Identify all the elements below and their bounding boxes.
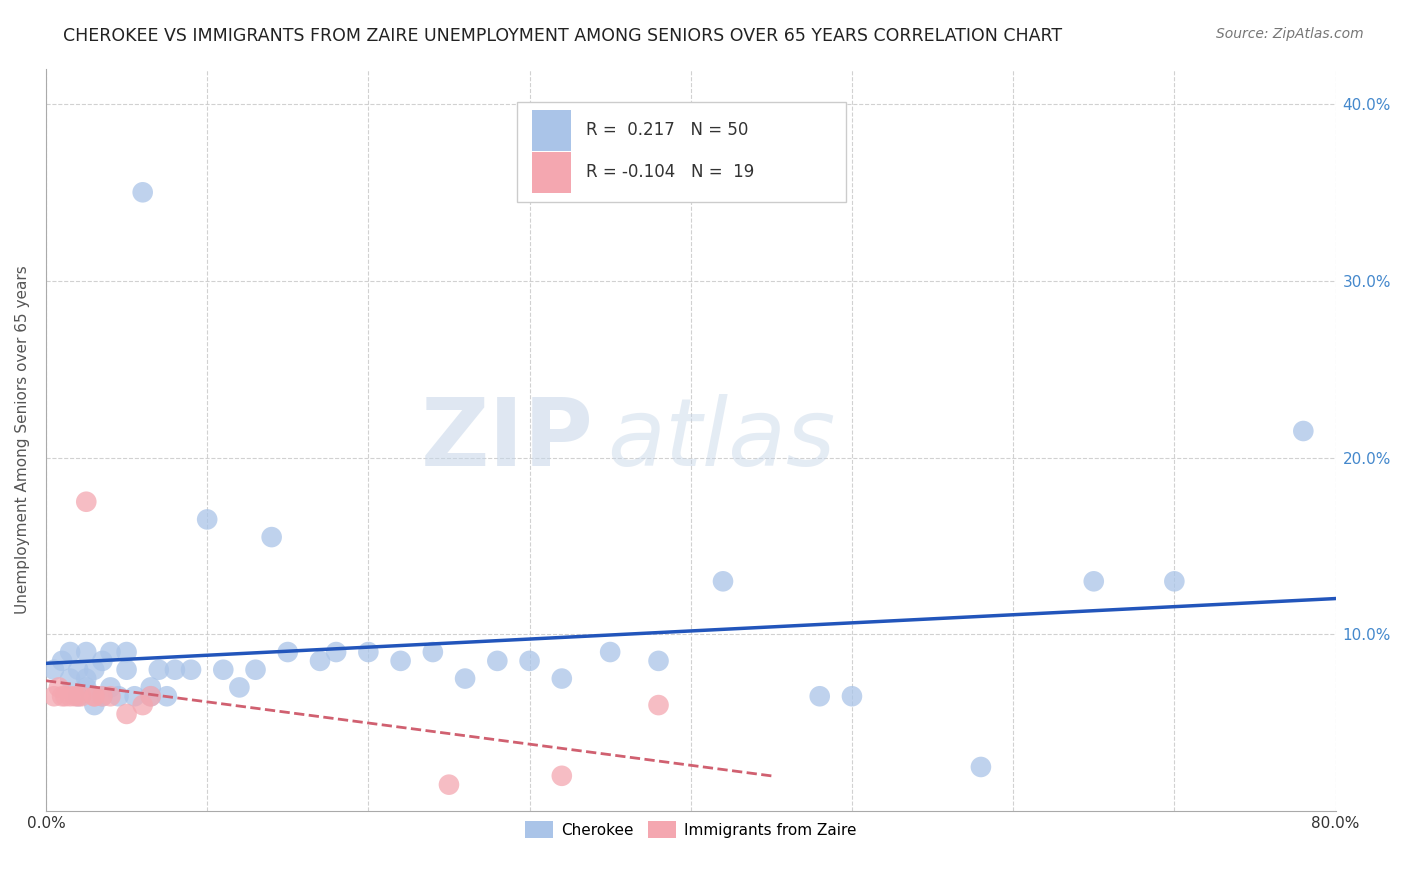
Point [70,690,93,704]
Point [91,654,114,668]
Point [1083,574,1105,589]
Point [42,690,65,704]
Point [148,663,170,677]
Point [100,681,122,695]
Point [970,760,993,774]
Text: ZIP: ZIP [422,394,595,486]
Point [519,654,541,668]
Point [647,698,669,712]
Text: R = -0.104   N =  19: R = -0.104 N = 19 [586,163,755,181]
Text: R =  0.217   N = 50: R = 0.217 N = 50 [586,121,748,139]
Point [599,645,621,659]
Point [139,690,162,704]
Y-axis label: Unemployment Among Seniors over 65 years: Unemployment Among Seniors over 65 years [15,266,30,615]
Point [59,690,82,704]
Point [325,645,347,659]
Point [48,681,70,695]
Point [808,690,831,704]
FancyBboxPatch shape [531,110,571,151]
Point [309,654,332,668]
Point [180,663,202,677]
Point [67,690,90,704]
Point [42,663,65,677]
FancyBboxPatch shape [531,152,571,193]
Point [163,663,186,677]
Point [83,663,105,677]
Point [100,645,122,659]
Point [67,690,90,704]
Point [260,530,283,544]
Point [139,690,162,704]
Point [83,690,105,704]
Point [67,663,90,677]
Point [131,698,153,712]
Point [59,645,82,659]
Text: CHEROKEE VS IMMIGRANTS FROM ZAIRE UNEMPLOYMENT AMONG SENIORS OVER 65 YEARS CORRE: CHEROKEE VS IMMIGRANTS FROM ZAIRE UNEMPL… [63,27,1063,45]
Point [51,654,73,668]
Point [551,672,574,686]
Point [245,663,267,677]
Point [1292,424,1315,438]
Point [437,778,460,792]
FancyBboxPatch shape [516,102,845,202]
Point [1163,574,1185,589]
Point [277,645,299,659]
Point [59,672,82,686]
Point [156,690,179,704]
Point [389,654,412,668]
Point [91,690,114,704]
Point [422,645,444,659]
Point [53,690,76,704]
Point [75,645,97,659]
Point [357,645,380,659]
Point [711,574,734,589]
Point [131,186,153,200]
Point [83,690,105,704]
Point [139,681,162,695]
Point [841,690,863,704]
Point [115,645,138,659]
Point [115,706,138,721]
Point [75,672,97,686]
Point [100,690,122,704]
Point [115,663,138,677]
Point [107,690,129,704]
Point [647,654,669,668]
Point [486,654,509,668]
Text: Source: ZipAtlas.com: Source: ZipAtlas.com [1216,27,1364,41]
Point [75,494,97,508]
Point [83,698,105,712]
Point [454,672,477,686]
Point [551,769,574,783]
Point [195,512,218,526]
Point [75,681,97,695]
Point [228,681,250,695]
Point [63,690,86,704]
Legend: Cherokee, Immigrants from Zaire: Cherokee, Immigrants from Zaire [519,814,862,845]
Text: atlas: atlas [607,394,835,485]
Point [124,690,146,704]
Point [91,690,114,704]
Point [51,690,73,704]
Point [212,663,235,677]
